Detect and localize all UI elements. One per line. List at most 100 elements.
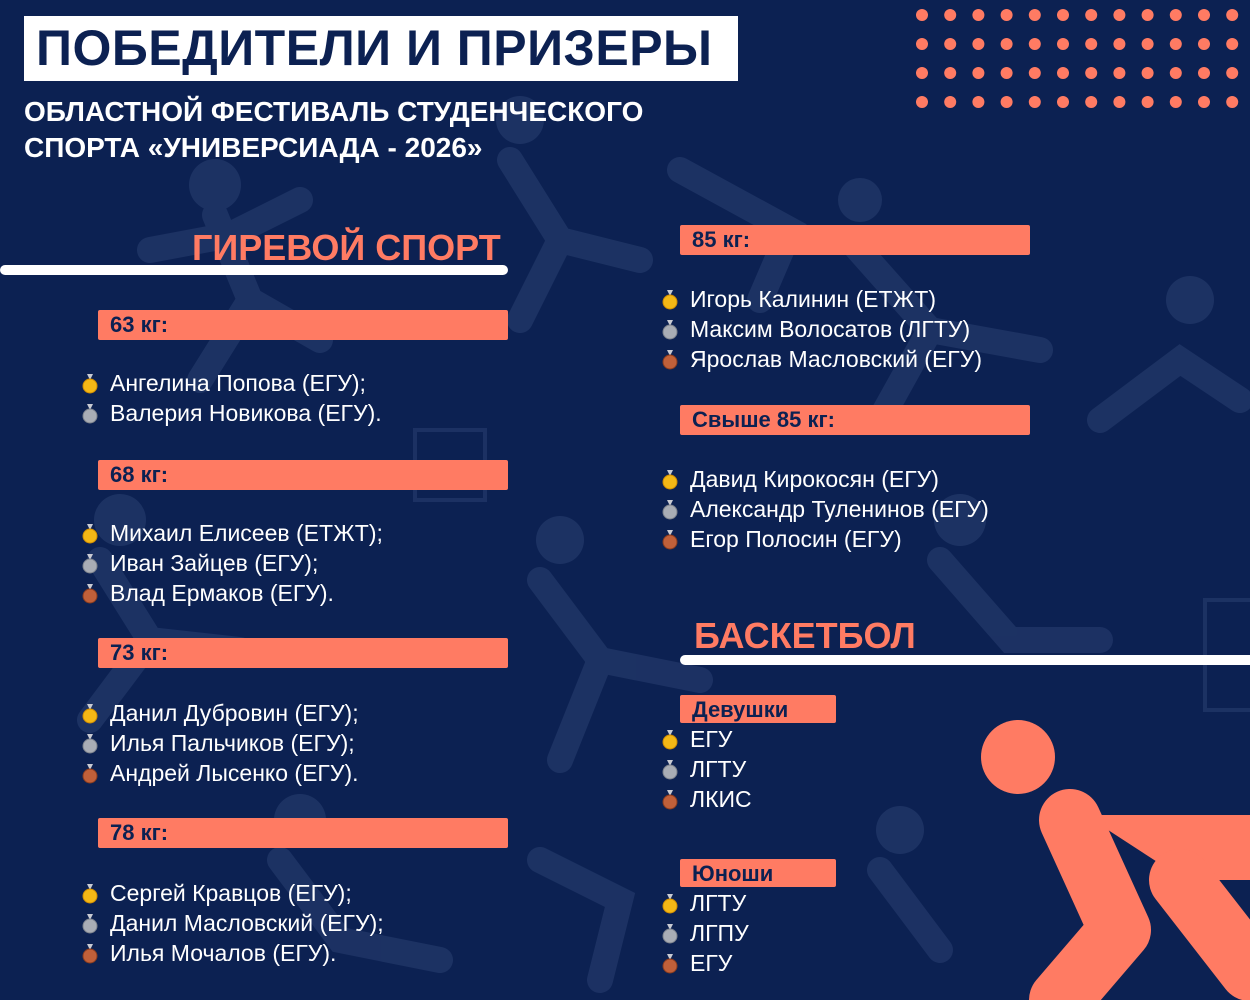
result-name: Егор Полосин (ЕГУ) (690, 526, 902, 552)
result-row: ЛГТУ (660, 754, 752, 784)
decor-dot (1000, 9, 1013, 21)
result-name: ЛКИС (690, 786, 752, 812)
category-68kg: 68 кг: (98, 460, 508, 490)
decor-dot (1198, 38, 1210, 50)
result-row: Давид Кирокосян (ЕГУ) (660, 464, 989, 494)
result-row: ЕГУ (660, 948, 749, 978)
silver-medal-icon (82, 734, 98, 754)
decor-dot (1085, 67, 1098, 79)
results-boys: ЛГТУ ЛГПУ ЕГУ (660, 888, 749, 978)
decor-dot (1028, 9, 1041, 21)
category-over-85kg: Свыше 85 кг: (680, 405, 1030, 435)
decor-dot (1141, 67, 1154, 79)
gold-medal-icon (662, 290, 678, 310)
gold-medal-icon (662, 730, 678, 750)
result-name: ЕГУ (690, 950, 733, 976)
result-name: Максим Волосатов (ЛГТУ) (690, 316, 971, 342)
silver-medal-icon (82, 554, 98, 574)
decor-dot (1169, 9, 1182, 21)
decor-dot (944, 67, 957, 79)
decor-dot (1085, 9, 1098, 21)
result-name: Данил Дубровин (ЕГУ); (110, 700, 359, 726)
decor-dot (1085, 38, 1098, 50)
result-row: ЛГПУ (660, 918, 749, 948)
silver-medal-icon (662, 320, 678, 340)
result-name: Сергей Кравцов (ЕГУ); (110, 880, 352, 906)
result-name: Ярослав Масловский (ЕГУ) (690, 346, 983, 372)
result-row: Иван Зайцев (ЕГУ); (80, 548, 383, 578)
result-row: Данил Дубровин (ЕГУ); (80, 698, 359, 728)
gold-medal-icon (82, 884, 98, 904)
decor-dot (1028, 96, 1041, 108)
silver-medal-icon (82, 914, 98, 934)
sports-pictogram-pattern (77, 96, 1250, 993)
category-85kg: 85 кг: (680, 225, 1030, 255)
result-row: Сергей Кравцов (ЕГУ); (80, 878, 384, 908)
section-rule-basketball (680, 655, 1250, 665)
section-title-basketball: БАСКЕТБОЛ (694, 615, 916, 656)
decor-dot (1226, 38, 1239, 50)
page-title: ПОБЕДИТЕЛИ И ПРИЗЕРЫ (24, 16, 738, 81)
decor-dot (944, 38, 957, 50)
decor-dot (1000, 96, 1013, 108)
result-row: Александр Туленинов (ЕГУ) (660, 494, 989, 524)
decor-dot (1028, 67, 1041, 79)
decor-dot (944, 9, 957, 21)
result-row: Ярослав Масловский (ЕГУ) (660, 344, 982, 374)
decor-dot (972, 38, 985, 50)
result-name: Влад Ермаков (ЕГУ). (110, 580, 334, 606)
decor-dot (916, 38, 928, 50)
result-row: Андрей Лысенко (ЕГУ). (80, 758, 359, 788)
decor-dot (1057, 9, 1069, 21)
gold-medal-icon (82, 524, 98, 544)
decor-dot (1000, 38, 1013, 50)
result-name: ЕГУ (690, 726, 733, 752)
results-63kg: Ангелина Попова (ЕГУ); Валерия Новикова … (80, 368, 382, 428)
decor-dot (1169, 67, 1182, 79)
bronze-medal-icon (662, 790, 678, 810)
decor-dot (1169, 96, 1182, 108)
silver-medal-icon (662, 924, 678, 944)
decor-dot (1085, 96, 1098, 108)
result-row: Максим Волосатов (ЛГТУ) (660, 314, 982, 344)
decor-dot (1198, 96, 1210, 108)
result-row: ЛКИС (660, 784, 752, 814)
bronze-medal-icon (82, 944, 98, 964)
result-row: Игорь Калинин (ЕТЖТ) (660, 284, 982, 314)
result-name: Давид Кирокосян (ЕГУ) (690, 466, 939, 492)
gold-medal-icon (82, 374, 98, 394)
bronze-medal-icon (662, 350, 678, 370)
dot-grid (916, 9, 1239, 108)
result-name: Александр Туленинов (ЕГУ) (690, 496, 989, 522)
result-row: Егор Полосин (ЕГУ) (660, 524, 989, 554)
decor-dot (1198, 9, 1210, 21)
results-78kg: Сергей Кравцов (ЕГУ); Данил Масловский (… (80, 878, 384, 968)
decor-dot (1113, 96, 1126, 108)
decor-dot (1028, 38, 1041, 50)
decor-dot (1141, 38, 1154, 50)
silver-medal-icon (662, 500, 678, 520)
gold-medal-icon (662, 470, 678, 490)
decor-dot (916, 9, 928, 21)
decor-dot (1057, 67, 1069, 79)
result-row: Михаил Елисеев (ЕТЖТ); (80, 518, 383, 548)
result-name: Илья Мочалов (ЕГУ). (110, 940, 337, 966)
results-girls: ЕГУ ЛГТУ ЛКИС (660, 724, 752, 814)
silver-medal-icon (82, 404, 98, 424)
runner-figure (981, 720, 1250, 1000)
section-rule-kettlebell (0, 265, 508, 275)
gold-medal-icon (662, 894, 678, 914)
decor-dot (1169, 38, 1182, 50)
decor-dot (1141, 9, 1154, 21)
decor-dot (1113, 67, 1126, 79)
result-row: Валерия Новикова (ЕГУ). (80, 398, 382, 428)
bronze-medal-icon (662, 530, 678, 550)
result-name: Михаил Елисеев (ЕТЖТ); (110, 520, 383, 546)
result-row: Данил Масловский (ЕГУ); (80, 908, 384, 938)
gold-medal-icon (82, 704, 98, 724)
category-78kg: 78 кг: (98, 818, 508, 848)
decor-dot (972, 96, 985, 108)
bronze-medal-icon (82, 764, 98, 784)
category-73kg: 73 кг: (98, 638, 508, 668)
decor-dot (1057, 38, 1069, 50)
